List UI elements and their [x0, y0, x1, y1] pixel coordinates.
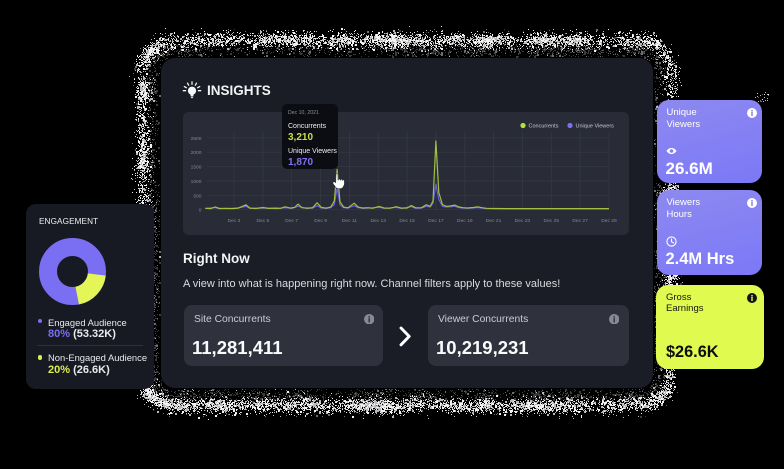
svg-text:Dec 9: Dec 9 — [314, 218, 327, 224]
svg-text:2500: 2500 — [191, 136, 202, 142]
svg-text:Dec 15: Dec 15 — [399, 218, 415, 224]
svg-text:Dec 3: Dec 3 — [228, 218, 241, 224]
svg-text:Dec 7: Dec 7 — [285, 218, 298, 224]
svg-text:Dec 29: Dec 29 — [601, 218, 617, 224]
svg-text:Concurrents: Concurrents — [529, 124, 559, 130]
svg-text:Dec 13: Dec 13 — [370, 218, 386, 224]
svg-text:Dec 23: Dec 23 — [515, 218, 531, 224]
svg-text:1500: 1500 — [191, 165, 202, 171]
svg-text:500: 500 — [193, 193, 201, 199]
svg-text:2000: 2000 — [191, 150, 202, 156]
svg-text:Dec 5: Dec 5 — [257, 218, 270, 224]
svg-text:Dec 11: Dec 11 — [342, 218, 357, 224]
svg-text:0: 0 — [199, 208, 202, 214]
svg-text:Dec 21: Dec 21 — [486, 218, 502, 224]
svg-text:Dec 27: Dec 27 — [572, 218, 588, 224]
svg-text:Unique Viewers: Unique Viewers — [576, 124, 615, 130]
svg-text:1000: 1000 — [191, 179, 202, 185]
svg-text:Dec 17: Dec 17 — [428, 218, 444, 224]
svg-text:Dec 19: Dec 19 — [457, 218, 473, 224]
svg-text:Dec 25: Dec 25 — [544, 218, 560, 224]
